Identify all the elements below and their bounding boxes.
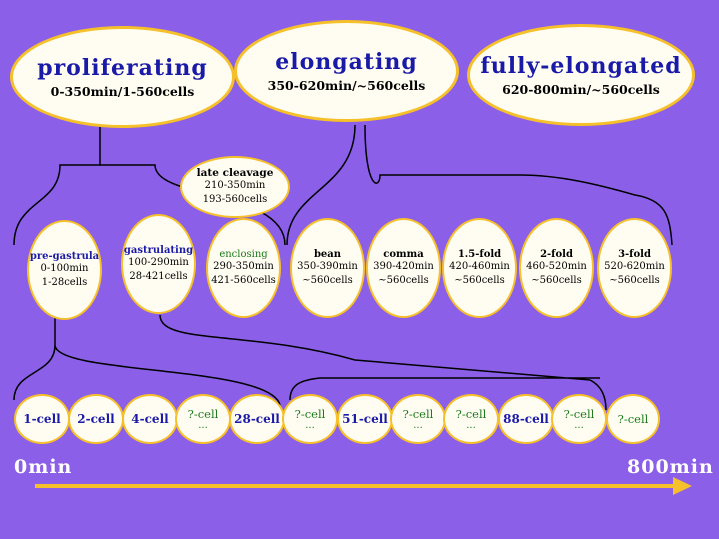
axis-end-label: 800min bbox=[627, 456, 714, 478]
cell-label: 4-cell bbox=[131, 412, 169, 426]
cell-stage-unknown: ?-cell ... bbox=[282, 394, 338, 444]
phase-time: 350-390min bbox=[297, 260, 358, 272]
stage-sub: 350-620min/~560cells bbox=[267, 78, 426, 93]
phase-cells: ~560cells bbox=[454, 274, 505, 286]
cell-label: ?-cell bbox=[187, 407, 219, 421]
axis-start-label: 0min bbox=[14, 456, 73, 478]
phase-cells: ~560cells bbox=[531, 274, 582, 286]
phase-time: 460-520min bbox=[526, 260, 587, 272]
late-cleavage-time: 210-350min bbox=[204, 180, 266, 191]
phase-3-fold: 3-fold 520-620min ~560cells bbox=[597, 218, 672, 318]
phase-cells: ~560cells bbox=[609, 274, 660, 286]
cell-ellipsis: ... bbox=[574, 420, 584, 431]
phase-bean: bean 350-390min ~560cells bbox=[290, 218, 365, 318]
stage-title: elongating bbox=[275, 49, 418, 75]
cell-stage-88: 88-cell bbox=[498, 394, 554, 444]
phase-time: 0-100min bbox=[40, 262, 89, 274]
phase-title: 3-fold bbox=[618, 248, 651, 260]
cell-stage-28: 28-cell bbox=[229, 394, 285, 444]
stage-title: fully-elongated bbox=[480, 53, 682, 79]
cell-stage-1: 1-cell bbox=[14, 394, 70, 444]
cell-label: ?-cell bbox=[402, 407, 434, 421]
late-cleavage-title: late cleavage bbox=[196, 167, 274, 179]
phase-title: comma bbox=[383, 248, 424, 260]
cell-label: 2-cell bbox=[77, 412, 115, 426]
phase-time: 520-620min bbox=[604, 260, 665, 272]
phase-gastrulating: gastrulating 100-290min 28-421cells bbox=[121, 214, 196, 314]
stage-elongating: elongating 350-620min/~560cells bbox=[234, 20, 459, 122]
cell-stage-unknown: ?-cell ... bbox=[551, 394, 607, 444]
cell-stage-2: 2-cell bbox=[68, 394, 124, 444]
phase-enclosing: enclosing 290-350min 421-560cells bbox=[206, 218, 281, 318]
stage-sub: 0-350min/1-560cells bbox=[50, 84, 195, 99]
phase-cells: 421-560cells bbox=[211, 274, 276, 286]
stage-sub: 620-800min/~560cells bbox=[502, 82, 660, 97]
phase-time: 290-350min bbox=[213, 260, 274, 272]
phase-cells: 28-421cells bbox=[129, 270, 188, 282]
cell-label: 88-cell bbox=[503, 412, 549, 426]
phase-title: gastrulating bbox=[123, 244, 194, 256]
cell-ellipsis: ... bbox=[413, 420, 423, 431]
cell-label: 51-cell bbox=[342, 412, 388, 426]
phase-title: enclosing bbox=[219, 248, 268, 260]
stage-fully-elongated: fully-elongated 620-800min/~560cells bbox=[467, 24, 695, 126]
phase-cells: ~560cells bbox=[302, 274, 353, 286]
phase-1-5-fold: 1.5-fold 420-460min ~560cells bbox=[442, 218, 517, 318]
cell-ellipsis: ... bbox=[305, 420, 315, 431]
phase-cells: 1-28cells bbox=[41, 276, 88, 288]
late-cleavage-cells: 193-560cells bbox=[202, 194, 268, 205]
phase-comma: comma 390-420min ~560cells bbox=[366, 218, 441, 318]
cell-label: ?-cell bbox=[563, 407, 595, 421]
cell-label: ?-cell bbox=[617, 412, 649, 426]
phase-title: bean bbox=[313, 248, 342, 260]
cell-stage-unknown: ?-cell ... bbox=[390, 394, 446, 444]
cell-ellipsis: ... bbox=[198, 420, 208, 431]
cell-label: ?-cell bbox=[455, 407, 487, 421]
cell-stage-unknown: ?-cell ... bbox=[175, 394, 231, 444]
phase-title: 2-fold bbox=[540, 248, 573, 260]
cell-ellipsis: ... bbox=[466, 420, 476, 431]
stage-title: proliferating bbox=[37, 55, 208, 81]
phase-title: 1.5-fold bbox=[457, 248, 502, 260]
phase-2-fold: 2-fold 460-520min ~560cells bbox=[519, 218, 594, 318]
phase-time: 420-460min bbox=[449, 260, 510, 272]
phase-pre-gastrula: pre-gastrula 0-100min 1-28cells bbox=[27, 220, 102, 320]
cell-stage-unknown: ?-cell ... bbox=[443, 394, 499, 444]
phase-cells: ~560cells bbox=[378, 274, 429, 286]
cell-stage-4: 4-cell bbox=[122, 394, 178, 444]
phase-title: pre-gastrula bbox=[29, 250, 100, 262]
cell-label: 28-cell bbox=[234, 412, 280, 426]
late-cleavage: late cleavage 210-350min 193-560cells bbox=[180, 156, 290, 218]
cell-stage-51: 51-cell bbox=[337, 394, 393, 444]
cell-label: 1-cell bbox=[23, 412, 61, 426]
phase-time: 100-290min bbox=[128, 256, 189, 268]
phase-time: 390-420min bbox=[373, 260, 434, 272]
cell-stage-unknown: ?-cell bbox=[606, 394, 660, 444]
stage-proliferating: proliferating 0-350min/1-560cells bbox=[10, 26, 235, 128]
cell-label: ?-cell bbox=[294, 407, 326, 421]
